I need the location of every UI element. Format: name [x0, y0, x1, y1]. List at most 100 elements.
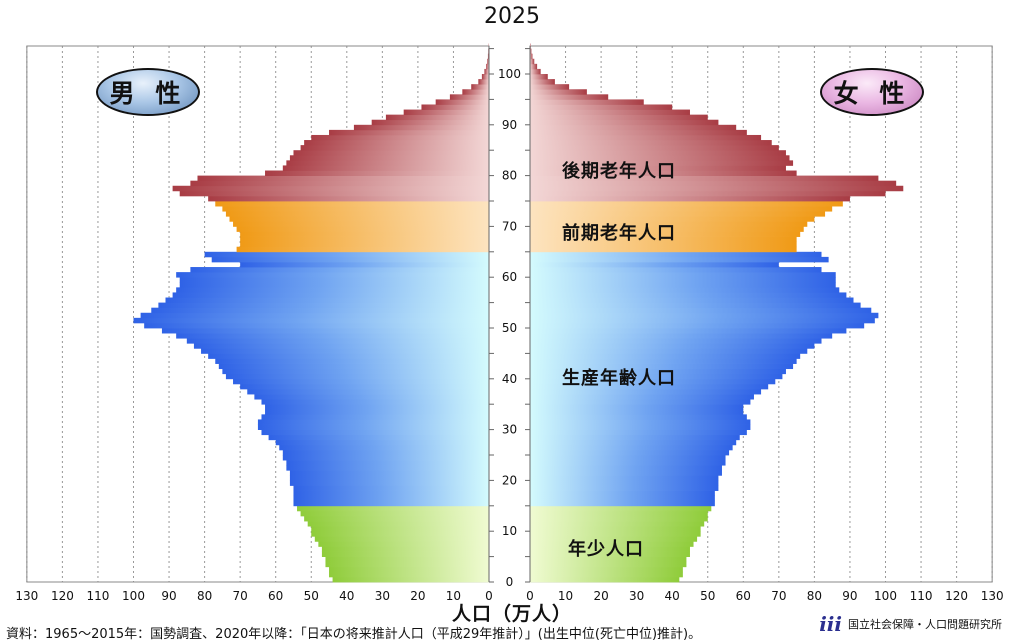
male-bar — [325, 561, 489, 568]
female-bar — [530, 485, 719, 491]
female-bar — [530, 363, 794, 370]
x-tick-label: 110 — [86, 589, 109, 603]
female-bar — [530, 150, 786, 156]
male-bar — [240, 241, 489, 248]
female-bar — [530, 94, 609, 100]
male-bar — [289, 475, 489, 481]
x-tick-label: 100 — [874, 589, 897, 603]
female-bar — [530, 444, 733, 451]
female-bar — [530, 155, 790, 161]
y-tick-label: 0 — [506, 575, 514, 589]
male-bar — [236, 246, 489, 253]
female-bar — [530, 206, 833, 212]
x-tick-label: 60 — [268, 589, 283, 603]
male-bar — [435, 99, 489, 105]
x-tick-label: 50 — [700, 589, 715, 603]
female-bar — [530, 510, 708, 517]
male-bar — [478, 79, 489, 85]
chart-title: 2025 — [484, 4, 540, 29]
male-bar — [172, 292, 490, 298]
female-bar — [530, 175, 879, 182]
x-tick-label: 10 — [446, 589, 461, 603]
y-tick-label: 30 — [502, 423, 517, 437]
female-bar — [530, 58, 535, 65]
male-bar — [161, 328, 489, 334]
male-bar — [293, 500, 489, 507]
male-bar — [229, 216, 490, 222]
female-bar — [530, 99, 644, 105]
late-elderly-label: 後期老年人口 — [562, 161, 676, 182]
x-tick-label: 110 — [910, 589, 933, 603]
y-tick-label: 10 — [502, 524, 517, 538]
male-bar — [318, 541, 489, 547]
male-bar — [293, 495, 489, 502]
female-bar — [530, 449, 730, 456]
x-tick-label: 130 — [15, 589, 38, 603]
x-tick-label: 0 — [485, 589, 493, 603]
female-bar — [530, 231, 801, 237]
male-bar — [193, 343, 489, 349]
y-tick-label: 50 — [502, 321, 517, 335]
female-bar — [530, 322, 865, 329]
female-bar — [530, 124, 737, 131]
male-bar — [329, 566, 489, 573]
male-bar — [471, 84, 489, 90]
female-bar — [530, 424, 751, 430]
male-bar — [321, 551, 489, 557]
female-bar — [530, 556, 687, 563]
male-bar — [353, 124, 489, 131]
female-bar — [530, 500, 715, 507]
male-bar — [240, 231, 489, 237]
male-bar — [314, 536, 489, 542]
female-bar — [530, 368, 786, 375]
x-tick-label: 80 — [197, 589, 212, 603]
female-bar — [530, 490, 715, 497]
male-bar — [282, 449, 489, 456]
x-tick-label: 90 — [842, 589, 857, 603]
male-bar — [304, 140, 489, 146]
male-bar — [311, 531, 489, 537]
female-bar — [530, 460, 726, 466]
female-bar — [530, 317, 875, 324]
male-bar — [449, 94, 489, 100]
female-bar — [530, 343, 815, 349]
x-tick-label: 40 — [665, 589, 680, 603]
male-bar — [208, 353, 489, 359]
female-bar — [530, 480, 719, 486]
organization-logo-icon: iii — [819, 612, 842, 636]
female-bar — [530, 201, 843, 207]
male-bar — [307, 521, 489, 527]
male-bar — [385, 114, 489, 121]
x-tick-label: 10 — [558, 589, 573, 603]
female-bar — [530, 53, 533, 60]
x-tick-label: 30 — [629, 589, 644, 603]
female-bar — [530, 388, 762, 395]
female-bar — [530, 358, 797, 364]
female-bar — [530, 241, 797, 248]
x-tick-label: 70 — [233, 589, 248, 603]
female-badge: 女 性 — [820, 68, 924, 116]
male-bar — [286, 160, 489, 166]
female-bar — [530, 561, 687, 568]
male-bar — [186, 338, 489, 344]
female-bar — [530, 348, 808, 354]
male-bar — [176, 272, 489, 278]
male-bar — [257, 419, 489, 425]
female-bar — [530, 134, 762, 141]
female-bar — [530, 475, 719, 481]
female-bar — [530, 48, 532, 55]
female-bar — [530, 211, 826, 217]
male-bar — [176, 333, 489, 339]
male-bar — [286, 460, 489, 466]
male-bar — [462, 89, 489, 95]
x-tick-label: 130 — [981, 589, 1004, 603]
female-bar — [530, 140, 772, 146]
x-axis-label: 人口（万人） — [451, 603, 572, 625]
male-bar — [233, 221, 489, 227]
female-bar — [530, 495, 715, 502]
female-bar — [530, 256, 829, 263]
male-bar — [289, 470, 489, 476]
female-bar — [530, 353, 801, 359]
male-bar — [261, 414, 489, 420]
